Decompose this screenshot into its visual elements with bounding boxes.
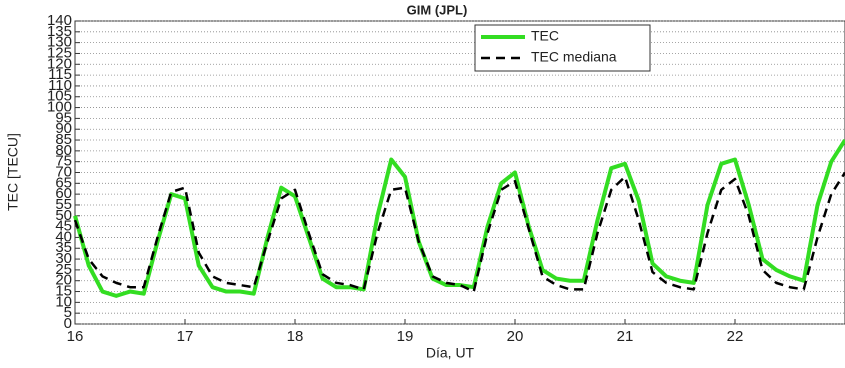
legend-label: TEC bbox=[531, 28, 559, 44]
y-tick-label: 65 bbox=[55, 174, 72, 191]
y-tick-label: 20 bbox=[55, 272, 72, 289]
y-tick-label: 40 bbox=[55, 228, 72, 245]
y-tick-label: 120 bbox=[47, 55, 72, 72]
y-tick-label: 95 bbox=[55, 109, 72, 126]
y-tick-label: 70 bbox=[55, 163, 72, 180]
y-axis-label: TEC [TECU] bbox=[5, 133, 21, 211]
x-tick-label: 22 bbox=[727, 328, 744, 345]
y-tick-label: 110 bbox=[48, 77, 72, 94]
y-tick-label: 105 bbox=[47, 88, 72, 105]
legend-box bbox=[474, 24, 651, 72]
y-tick-label: 15 bbox=[55, 283, 72, 300]
x-axis-label: Día, UT bbox=[426, 345, 475, 361]
legend-label: TEC mediana bbox=[531, 49, 617, 65]
y-tick-label: 135 bbox=[47, 23, 72, 40]
y-tick-label: 140 bbox=[47, 12, 72, 29]
y-tick-label: 30 bbox=[55, 250, 72, 267]
y-tick-label: 25 bbox=[55, 261, 72, 278]
y-tick-label: 55 bbox=[55, 196, 72, 213]
y-tick-label: 50 bbox=[55, 207, 72, 224]
line-series bbox=[73, 171, 845, 293]
y-tick-label: 10 bbox=[55, 293, 72, 310]
x-tick-label: 18 bbox=[287, 328, 304, 345]
y-tick-label: 80 bbox=[55, 142, 72, 159]
x-tick-label: 19 bbox=[397, 328, 414, 345]
y-tick-label: 125 bbox=[47, 44, 72, 61]
chart-title: GIM (JPL) bbox=[407, 2, 468, 17]
line-series bbox=[73, 138, 845, 298]
x-tick-label: 20 bbox=[507, 328, 524, 345]
y-tick-label: 5 bbox=[64, 304, 72, 321]
x-tick-label: 16 bbox=[67, 328, 84, 345]
y-tick-label: 75 bbox=[55, 153, 72, 170]
y-tick-label: 90 bbox=[55, 120, 72, 137]
x-tick-label: 21 bbox=[617, 328, 634, 345]
y-tick-label: 115 bbox=[48, 66, 72, 83]
y-tick-label: 85 bbox=[55, 131, 72, 148]
y-tick-label: 35 bbox=[55, 239, 72, 256]
y-tick-label: 100 bbox=[47, 99, 72, 116]
y-tick-label: 0 bbox=[64, 315, 72, 332]
x-tick-label: 17 bbox=[177, 328, 194, 345]
y-tick-label: 130 bbox=[47, 34, 72, 51]
y-tick-label: 45 bbox=[55, 218, 72, 235]
y-tick-label: 60 bbox=[55, 185, 72, 202]
